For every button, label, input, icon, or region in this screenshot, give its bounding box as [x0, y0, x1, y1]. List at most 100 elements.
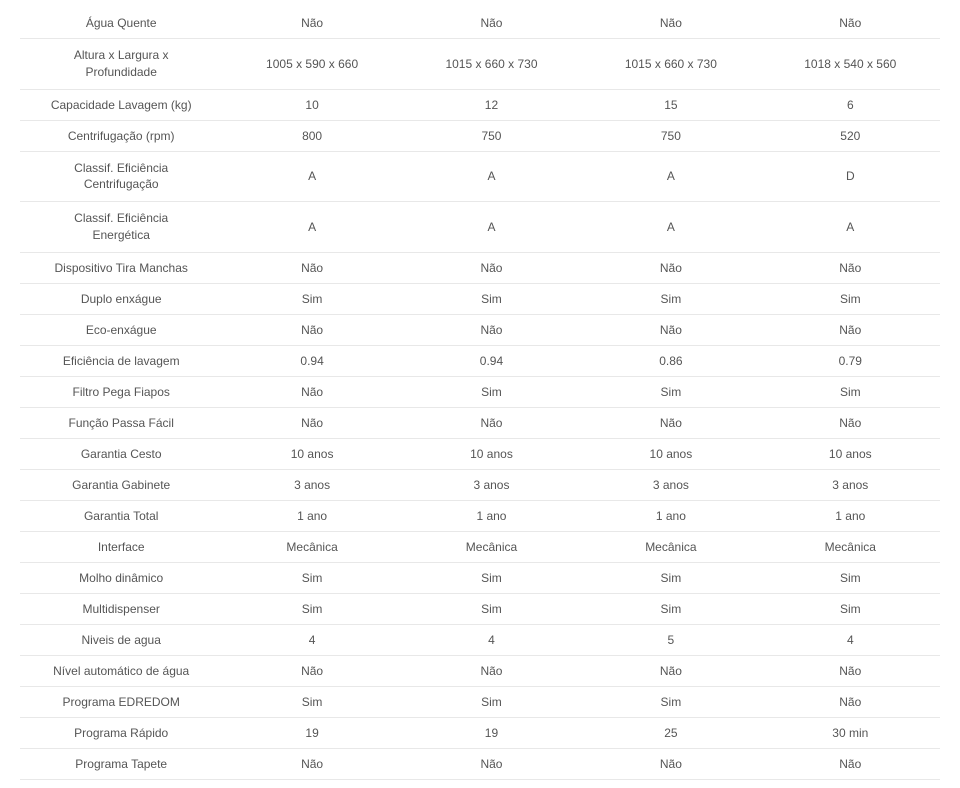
spec-label: Duplo enxágue — [20, 283, 222, 314]
spec-value: 1 ano — [581, 500, 760, 531]
spec-value: Não — [402, 252, 581, 283]
spec-label: Garantia Total — [20, 500, 222, 531]
spec-label: Niveis de agua — [20, 624, 222, 655]
table-row: Duplo enxágueSimSimSimSim — [20, 283, 940, 314]
table-row: Capacidade Lavagem (kg)1012156 — [20, 89, 940, 120]
table-row: Eficiência de lavagem0.940.940.860.79 — [20, 345, 940, 376]
spec-value: Não — [761, 314, 940, 345]
spec-label: Altura x Largura xProfundidade — [20, 39, 222, 90]
table-row: MultidispenserSimSimSimSim — [20, 593, 940, 624]
spec-value: A — [761, 202, 940, 253]
table-row: Classif. EficiênciaCentrifugaçãoAAAD — [20, 151, 940, 202]
spec-value: Não — [761, 686, 940, 717]
spec-label: Programa Tapete — [20, 748, 222, 779]
spec-value: Não — [222, 314, 401, 345]
spec-value: Não — [761, 407, 940, 438]
spec-value: 19 — [222, 717, 401, 748]
spec-value: 6 — [761, 89, 940, 120]
spec-value: Sim — [222, 562, 401, 593]
spec-value: 12 — [402, 89, 581, 120]
spec-value: 19 — [402, 717, 581, 748]
spec-value: 3 anos — [761, 469, 940, 500]
spec-value: 4 — [222, 624, 401, 655]
spec-value: Não — [222, 655, 401, 686]
spec-value: Não — [581, 655, 760, 686]
spec-value: 1005 x 590 x 660 — [222, 39, 401, 90]
spec-value: 520 — [761, 120, 940, 151]
spec-comparison-table: Água QuenteNãoNãoNãoNãoAltura x Largura … — [20, 8, 940, 780]
spec-value: Sim — [581, 283, 760, 314]
spec-value: Sim — [761, 376, 940, 407]
spec-label: Centrifugação (rpm) — [20, 120, 222, 151]
spec-value: Não — [222, 8, 401, 39]
spec-label: Dispositivo Tira Manchas — [20, 252, 222, 283]
spec-value: 0.79 — [761, 345, 940, 376]
spec-value: 30 min — [761, 717, 940, 748]
table-row: Nível automático de águaNãoNãoNãoNão — [20, 655, 940, 686]
spec-label: Filtro Pega Fiapos — [20, 376, 222, 407]
spec-value: Não — [222, 376, 401, 407]
spec-label: Interface — [20, 531, 222, 562]
table-row: Filtro Pega FiaposNãoSimSimSim — [20, 376, 940, 407]
spec-label: Classif. EficiênciaCentrifugação — [20, 151, 222, 202]
spec-value: 10 anos — [581, 438, 760, 469]
spec-value: Sim — [581, 562, 760, 593]
spec-value: Não — [402, 407, 581, 438]
spec-label: Multidispenser — [20, 593, 222, 624]
spec-value: 10 — [222, 89, 401, 120]
spec-value: A — [581, 202, 760, 253]
spec-value: 10 anos — [402, 438, 581, 469]
table-row: Eco-enxágueNãoNãoNãoNão — [20, 314, 940, 345]
spec-value: 15 — [581, 89, 760, 120]
spec-value: Sim — [222, 686, 401, 717]
spec-value: Sim — [402, 686, 581, 717]
spec-value: Sim — [761, 562, 940, 593]
spec-label: Garantia Cesto — [20, 438, 222, 469]
table-row: Programa TapeteNãoNãoNãoNão — [20, 748, 940, 779]
table-row: Função Passa FácilNãoNãoNãoNão — [20, 407, 940, 438]
table-row: Centrifugação (rpm)800750750520 — [20, 120, 940, 151]
spec-label: Água Quente — [20, 8, 222, 39]
spec-value: Sim — [761, 283, 940, 314]
table-body: Água QuenteNãoNãoNãoNãoAltura x Largura … — [20, 8, 940, 779]
spec-value: Não — [761, 252, 940, 283]
spec-value: A — [581, 151, 760, 202]
table-row: Niveis de agua4454 — [20, 624, 940, 655]
spec-value: Não — [581, 252, 760, 283]
spec-label: Capacidade Lavagem (kg) — [20, 89, 222, 120]
spec-value: 3 anos — [581, 469, 760, 500]
table-row: Garantia Total1 ano1 ano1 ano1 ano — [20, 500, 940, 531]
spec-value: 25 — [581, 717, 760, 748]
spec-value: Sim — [402, 376, 581, 407]
spec-value: 1015 x 660 x 730 — [581, 39, 760, 90]
spec-value: 3 anos — [222, 469, 401, 500]
spec-value: Não — [222, 407, 401, 438]
spec-value: Sim — [581, 593, 760, 624]
table-row: Garantia Gabinete3 anos3 anos3 anos3 ano… — [20, 469, 940, 500]
table-row: Garantia Cesto10 anos10 anos10 anos10 an… — [20, 438, 940, 469]
spec-value: Não — [761, 748, 940, 779]
spec-value: 3 anos — [402, 469, 581, 500]
spec-value: Sim — [222, 593, 401, 624]
spec-label: Nível automático de água — [20, 655, 222, 686]
spec-label: Programa Rápido — [20, 717, 222, 748]
spec-value: A — [222, 151, 401, 202]
spec-value: 750 — [581, 120, 760, 151]
spec-value: Sim — [222, 283, 401, 314]
table-row: Molho dinâmicoSimSimSimSim — [20, 562, 940, 593]
spec-label: Programa EDREDOM — [20, 686, 222, 717]
spec-value: 1 ano — [222, 500, 401, 531]
spec-value: Sim — [761, 593, 940, 624]
spec-value: 4 — [761, 624, 940, 655]
spec-label: Função Passa Fácil — [20, 407, 222, 438]
spec-value: Sim — [402, 593, 581, 624]
spec-value: D — [761, 151, 940, 202]
spec-label: Classif. EficiênciaEnergética — [20, 202, 222, 253]
spec-value: Não — [402, 314, 581, 345]
spec-value: Não — [581, 748, 760, 779]
spec-value: 1015 x 660 x 730 — [402, 39, 581, 90]
table-row: Programa EDREDOMSimSimSimNão — [20, 686, 940, 717]
spec-value: 0.86 — [581, 345, 760, 376]
spec-value: Sim — [581, 376, 760, 407]
spec-value: 1018 x 540 x 560 — [761, 39, 940, 90]
